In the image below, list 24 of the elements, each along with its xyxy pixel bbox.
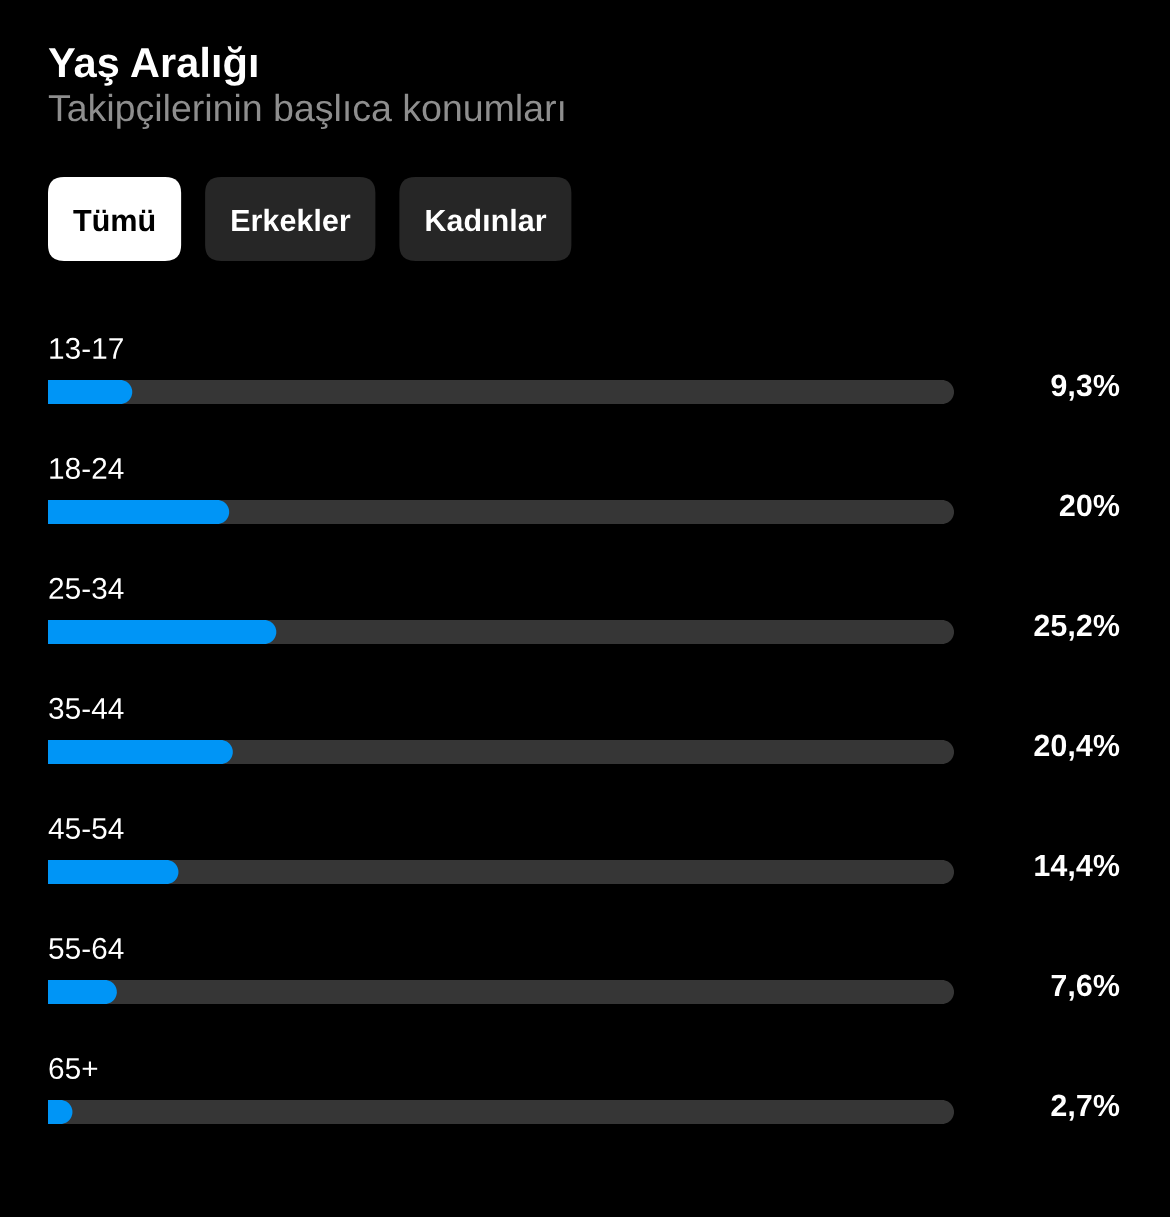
y-tick-label: 13-17 <box>50 337 123 360</box>
y-tick-label: 25-34 <box>49 577 124 600</box>
y-tick-label: 65+ <box>49 1057 98 1080</box>
data-label: 7,6% <box>1051 974 1120 1001</box>
y-tick-label: 18-24 <box>50 457 124 480</box>
text: Tümü <box>73 209 155 232</box>
data-label: 9,3% <box>1051 374 1120 401</box>
bar <box>48 860 179 884</box>
bar <box>48 500 230 524</box>
data-label: 25,2% <box>1034 614 1120 641</box>
chart-subtitle: Takipçilerinin başlıca konumları <box>48 93 564 129</box>
data-label: 2,7% <box>1051 1094 1120 1121</box>
y-tick-label: 35-44 <box>49 697 124 720</box>
chart-title: Yaş Aralığı <box>48 46 257 86</box>
y-tick-label: 45-54 <box>48 818 124 840</box>
text: Erkekler <box>232 208 351 232</box>
data-label: 20,4% <box>1034 734 1120 761</box>
bar <box>48 980 117 1004</box>
bar <box>48 380 133 404</box>
y-tick-label: 55-64 <box>49 937 124 960</box>
text: Kadınlar <box>426 208 547 232</box>
bar <box>48 740 233 764</box>
data-label: 20% <box>1059 494 1120 517</box>
data-label: 14,4% <box>1035 854 1120 881</box>
